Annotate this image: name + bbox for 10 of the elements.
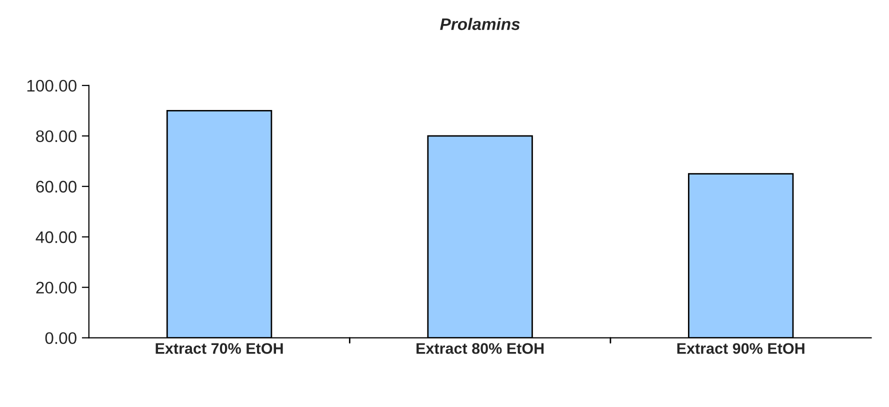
y-tick-label: 100.00 <box>27 80 76 92</box>
x-tick-label: Extract 70% EtOH <box>156 343 283 354</box>
y-tick-label: 20.00 <box>36 282 76 294</box>
y-tick-label: 40.00 <box>36 231 76 244</box>
y-tick-label: 0.00 <box>45 332 76 344</box>
x-tick-label: Extract 80% EtOH <box>416 343 544 354</box>
x-tick-label: Extract 90% EtOH <box>677 343 804 354</box>
y-tick-label: 80.00 <box>36 130 76 142</box>
y-tick-label: 60.00 <box>36 180 76 193</box>
chart-title: Prolamins <box>440 18 520 30</box>
